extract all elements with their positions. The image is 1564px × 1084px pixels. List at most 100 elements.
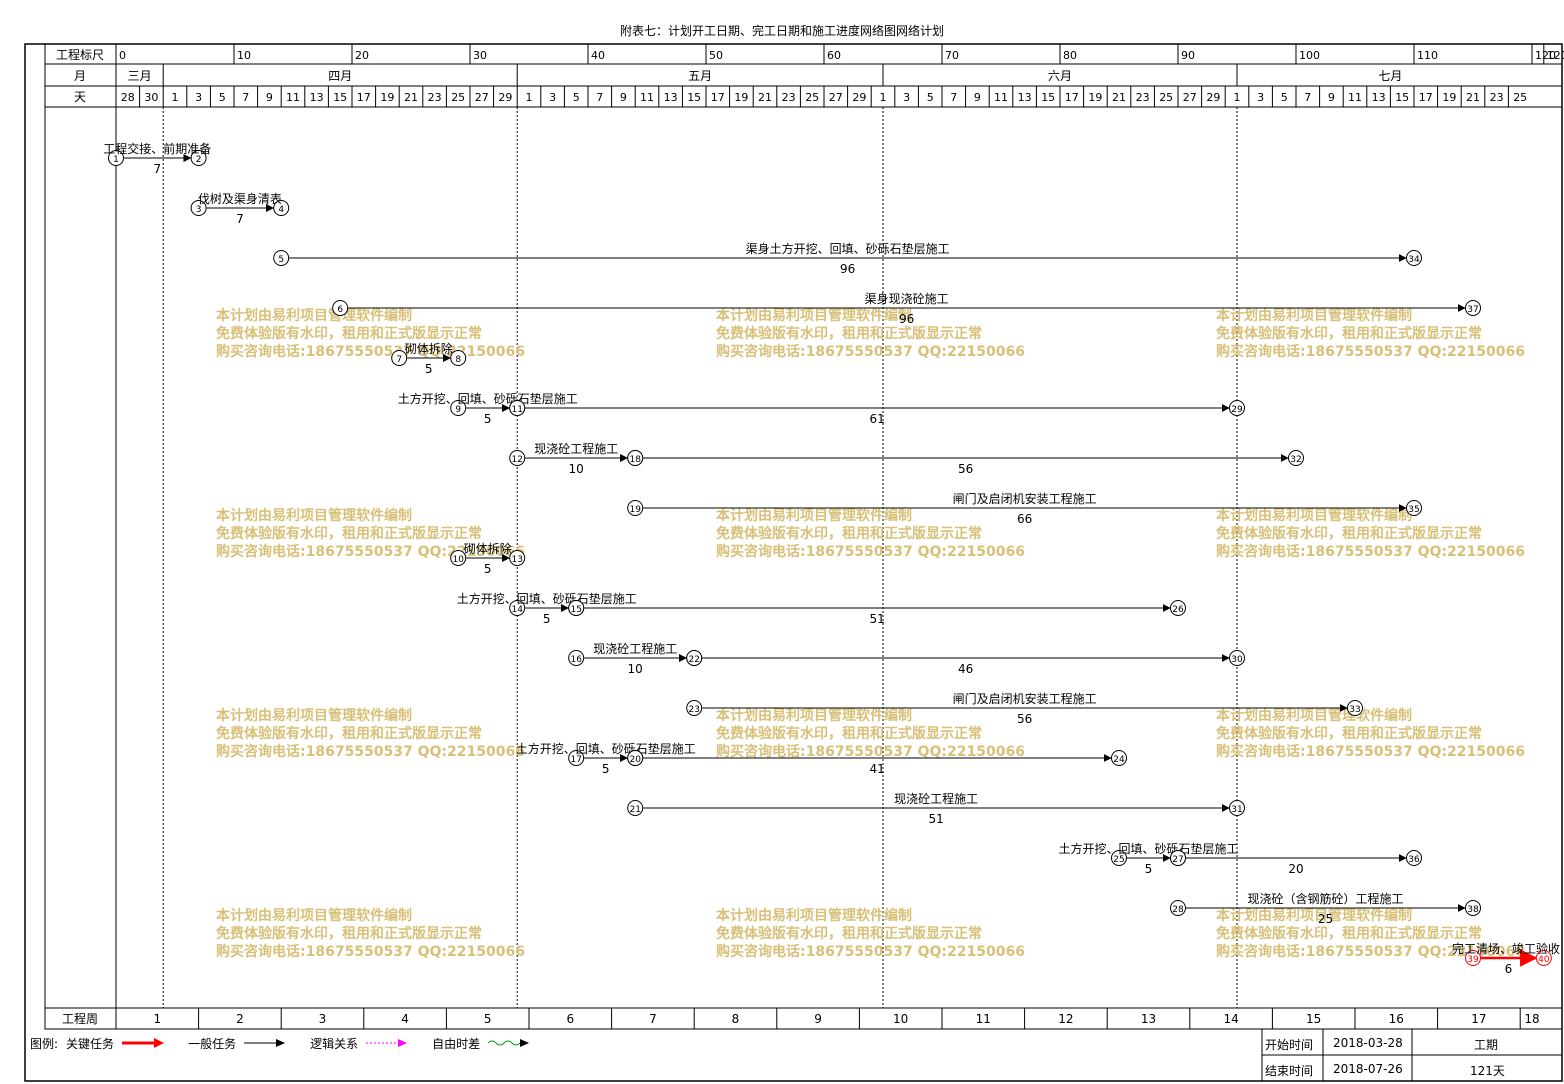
node-circle bbox=[1170, 600, 1186, 616]
node-circle bbox=[190, 150, 207, 166]
month-label: 月 bbox=[74, 69, 86, 83]
week-cell: 11 bbox=[976, 1012, 991, 1026]
day-cell: 9 bbox=[1328, 91, 1335, 104]
watermark-text: 购买咨询电话:18675550537 QQ:22150066 bbox=[216, 343, 525, 360]
node-circle bbox=[450, 550, 467, 566]
task-name: 砌体拆除 bbox=[464, 541, 512, 556]
task-name: 渠身土方开挖、回填、砂砾石垫层施工 bbox=[746, 241, 950, 256]
watermark-text: 购买咨询电话:18675550537 QQ:22150066 bbox=[216, 943, 525, 960]
node-circle bbox=[1465, 300, 1481, 316]
day-cell: 5 bbox=[219, 91, 226, 104]
task-name: 现浇砼工程施工 bbox=[534, 441, 618, 456]
scale-tick-label: 120 bbox=[1535, 49, 1556, 62]
week-cell: 15 bbox=[1306, 1012, 1321, 1026]
node-circle bbox=[1347, 700, 1363, 716]
watermark-text: 免费体验版有水印，租用和正式版显示正常 bbox=[1216, 925, 1482, 942]
logic-arrow-icon bbox=[366, 1039, 408, 1047]
week-cell: 7 bbox=[649, 1012, 657, 1026]
node-number: 2 bbox=[196, 155, 202, 165]
node-circle bbox=[1111, 750, 1127, 766]
watermark-text: 本计划由易利项目管理软件编制 bbox=[716, 907, 912, 924]
day-cell: 3 bbox=[1257, 91, 1264, 104]
scale-tick-label: 30 bbox=[473, 49, 487, 62]
month-cell: 三月 bbox=[128, 69, 152, 83]
node-number: 13 bbox=[511, 555, 522, 565]
task-duration: 25 bbox=[1318, 912, 1333, 926]
week-cell: 3 bbox=[319, 1012, 327, 1026]
general-arrow-icon bbox=[244, 1039, 286, 1047]
node-number: 31 bbox=[1231, 805, 1242, 815]
node-number: 5 bbox=[278, 255, 284, 265]
day-cell: 7 bbox=[950, 91, 957, 104]
day-cell: 1 bbox=[526, 91, 533, 104]
day-cell: 25 bbox=[1513, 91, 1527, 104]
task-duration: 61 bbox=[869, 412, 884, 426]
day-cell: 25 bbox=[451, 91, 465, 104]
node-number: 27 bbox=[1172, 855, 1183, 865]
scale-label: 工程标尺 bbox=[56, 47, 104, 62]
task-duration: 6 bbox=[1505, 962, 1513, 976]
day-cell: 27 bbox=[829, 91, 843, 104]
week-cell: 18 bbox=[1524, 1012, 1539, 1026]
day-cell: 5 bbox=[927, 91, 934, 104]
node-circle bbox=[108, 150, 124, 166]
day-cell: 13 bbox=[1372, 91, 1386, 104]
week-cell: 4 bbox=[401, 1012, 409, 1026]
month-cell: 四月 bbox=[328, 69, 352, 83]
timescale-header: 工程标尺月天0102030405060708090100110120121三月四… bbox=[56, 44, 1564, 107]
day-cell: 17 bbox=[357, 91, 371, 104]
task-name: 砌体拆除 bbox=[405, 341, 453, 356]
day-cell: 13 bbox=[1018, 91, 1032, 104]
node-number: 7 bbox=[396, 355, 402, 365]
watermark-text: 免费体验版有水印，租用和正式版显示正常 bbox=[1216, 325, 1482, 342]
day-cell: 11 bbox=[994, 91, 1008, 104]
watermark-text: 本计划由易利项目管理软件编制 bbox=[716, 707, 912, 724]
watermark-text: 免费体验版有水印，租用和正式版显示正常 bbox=[1216, 725, 1482, 742]
task-duration: 96 bbox=[899, 312, 914, 326]
node-circle bbox=[1406, 850, 1422, 866]
day-cell: 23 bbox=[1490, 91, 1504, 104]
watermark-text: 购买咨询电话:18675550537 QQ:22150066 bbox=[1216, 343, 1525, 360]
task-duration: 5 bbox=[484, 562, 492, 576]
day-cell: 25 bbox=[1159, 91, 1173, 104]
day-cell: 23 bbox=[428, 91, 442, 104]
day-cell: 13 bbox=[310, 91, 324, 104]
watermark-text: 购买咨询电话:18675550537 QQ:22150066 bbox=[716, 543, 1025, 560]
inner-border bbox=[44, 43, 1563, 1030]
node-number: 4 bbox=[278, 205, 284, 215]
node-circle bbox=[509, 600, 526, 616]
node-number: 36 bbox=[1408, 855, 1420, 865]
day-cell: 21 bbox=[1112, 91, 1126, 104]
end-time-label: 结束时间 bbox=[1265, 1064, 1314, 1078]
node-number: 25 bbox=[1113, 855, 1124, 865]
task-duration: 5 bbox=[602, 762, 610, 776]
node-number: 11 bbox=[511, 405, 522, 415]
node-circle bbox=[273, 200, 290, 216]
day-cell: 7 bbox=[242, 91, 249, 104]
day-cell: 13 bbox=[664, 91, 678, 104]
scale-tick-label: 90 bbox=[1181, 49, 1195, 62]
watermark-text: 本计划由易利项目管理软件编制 bbox=[716, 507, 912, 524]
task-duration: 66 bbox=[1017, 512, 1032, 526]
week-cell: 14 bbox=[1223, 1012, 1238, 1026]
node-number: 39 bbox=[1467, 955, 1479, 965]
node-circle bbox=[627, 450, 644, 466]
start-time-label: 开始时间 bbox=[1265, 1038, 1314, 1052]
scale-tick-label: 50 bbox=[709, 49, 723, 62]
day-cell: 19 bbox=[1088, 91, 1102, 104]
watermark-text: 购买咨询电话:18675550537 QQ:22150066 bbox=[1216, 943, 1525, 960]
node-number: 30 bbox=[1231, 655, 1243, 665]
day-cell: 15 bbox=[1395, 91, 1409, 104]
watermark-text: 购买咨询电话:18675550537 QQ:22150066 bbox=[716, 343, 1025, 360]
day-cell: 29 bbox=[852, 91, 866, 104]
week-cell: 12 bbox=[1058, 1012, 1073, 1026]
task-name: 闸门及启闭机安装工程施工 bbox=[953, 691, 1097, 706]
node-number: 23 bbox=[688, 705, 699, 715]
node-number: 38 bbox=[1467, 905, 1479, 915]
task-name: 现浇砼工程施工 bbox=[593, 641, 677, 656]
watermark-text: 本计划由易利项目管理软件编制 bbox=[1216, 307, 1412, 324]
legend-float: 自由时差 bbox=[432, 1035, 532, 1052]
node-circle bbox=[1229, 650, 1245, 666]
scale-tick-label: 20 bbox=[355, 49, 369, 62]
